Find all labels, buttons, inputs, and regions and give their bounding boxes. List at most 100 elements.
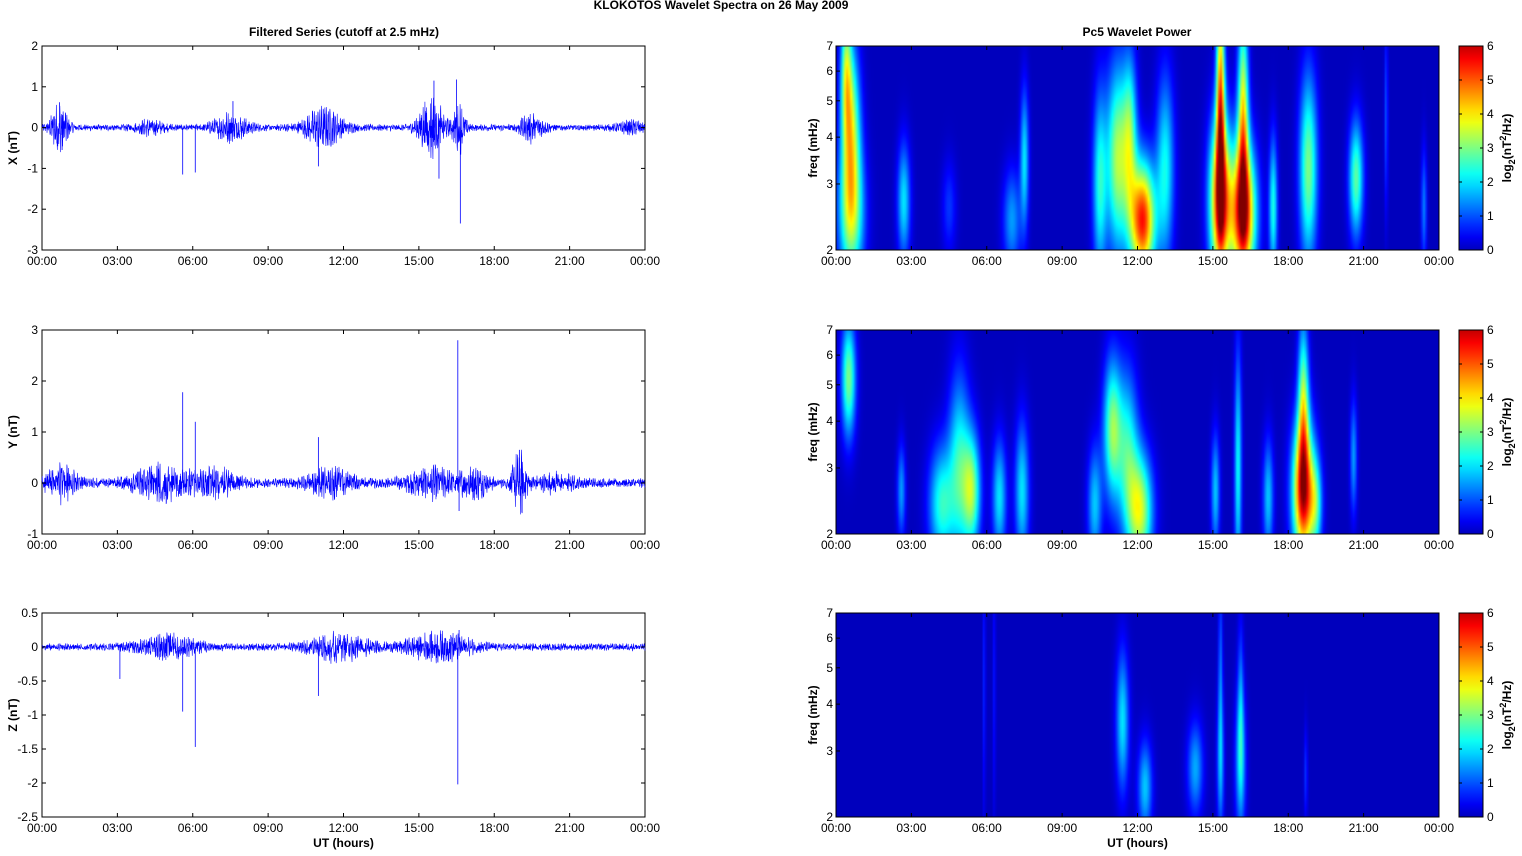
series-xtick-label: 12:00 [328,538,358,552]
colorbar-tick-label: 5 [1487,357,1494,371]
wavelet-ytick-label: 5 [826,378,833,392]
wavelet-power-image [836,613,1439,817]
series-ytick-label: 3 [31,323,38,337]
colorbar-tick-label: 4 [1487,107,1494,121]
wavelet-ylabel: freq (mHz) [806,402,820,461]
colorbar-label: log2(nT2/Hz) [1498,681,1517,750]
series-ytick-label: -2 [27,776,38,790]
series-ytick-label: 2 [31,374,38,388]
wavelet-xtick-label: 03:00 [896,821,926,835]
colorbar-tick-label: 2 [1487,459,1494,473]
wavelet-xtick-label: 18:00 [1273,538,1303,552]
series-ytick-label: -2.5 [17,810,38,824]
wavelet-xtick-label: 21:00 [1349,821,1379,835]
wavelet-xtick-label: 03:00 [896,538,926,552]
wavelet-ytick-label: 2 [826,243,833,257]
colorbar-tick-label: 2 [1487,742,1494,756]
series-xtick-label: 03:00 [102,254,132,268]
wavelet-ytick-label: 2 [826,810,833,824]
series-xtick-label: 12:00 [328,254,358,268]
series-xtick-label: 21:00 [555,538,585,552]
wavelet-ytick-label: 4 [826,414,833,428]
wavelet-ytick-label: 3 [826,744,833,758]
colorbar-tick-label: 6 [1487,39,1494,53]
wavelet-ytick-label: 3 [826,461,833,475]
wavelet-ytick-label: 6 [826,348,833,362]
series-panel-y: 3 2 1 0 -1 Y (nT) 00:00 03:00 06:00 09:00 12:00 15:… [6,323,660,552]
series-ytick-label: -1 [27,708,38,722]
series-xtick-label: 00:00 [27,821,57,835]
wavelet-xtick-label: 18:00 [1273,821,1303,835]
series-ytick-label: -0.5 [17,674,38,688]
wavelet-xtick-label: 12:00 [1122,538,1152,552]
colorbar-tick-label: 3 [1487,141,1494,155]
series-xtick-label: 03:00 [102,538,132,552]
series-xtick-label: 00:00 [630,538,660,552]
colorbar-tick-label: 3 [1487,708,1494,722]
series-xtick-label: 00:00 [27,538,57,552]
series-xlabel: UT (hours) [313,836,374,850]
series-xtick-label: 18:00 [479,538,509,552]
series-xtick-label: 09:00 [253,821,283,835]
series-xtick-label: 00:00 [630,821,660,835]
series-xtick-label: 15:00 [404,254,434,268]
wavelet-power-image [836,330,1439,534]
wavelet-ytick-label: 3 [826,177,833,191]
colorbar-tick-label: 1 [1487,493,1494,507]
wavelet-xtick-label: 00:00 [1424,538,1454,552]
wavelet-ylabel: freq (mHz) [806,685,820,744]
series-xtick-label: 06:00 [178,254,208,268]
series-xtick-label: 00:00 [630,254,660,268]
series-xtick-label: 03:00 [102,821,132,835]
colorbar-tick-label: 3 [1487,425,1494,439]
wavelet-xtick-label: 00:00 [821,254,851,268]
wavelet-xtick-label: 21:00 [1349,254,1379,268]
series-xtick-label: 15:00 [404,821,434,835]
colorbar-tick-label: 5 [1487,640,1494,654]
series-xtick-label: 18:00 [479,254,509,268]
series-xtick-label: 15:00 [404,538,434,552]
series-ytick-label: 2 [31,39,38,53]
series-ytick-label: 0.5 [21,606,38,620]
colorbar-tick-label: 2 [1487,175,1494,189]
wavelet-xtick-label: 00:00 [1424,254,1454,268]
colorbar-tick-label: 0 [1487,527,1494,541]
wavelet-ytick-label: 4 [826,130,833,144]
series-xtick-label: 06:00 [178,538,208,552]
wavelet-xtick-label: 15:00 [1198,821,1228,835]
series-ylabel: X (nT) [6,131,20,165]
figure-title: KLOKOTOS Wavelet Spectra on 26 May 2009 [594,0,849,12]
series-xtick-label: 00:00 [27,254,57,268]
wavelet-panel-x: 7 6 5 4 3 2 freq (mHz) 00:00 03:00 06:00 09:00 12:0… [806,39,1517,268]
colorbar-label: log2(nT2/Hz) [1498,398,1517,467]
wavelet-xtick-label: 12:00 [1122,254,1152,268]
wavelet-xtick-label: 18:00 [1273,254,1303,268]
series-ytick-label: -1 [27,527,38,541]
colorbar-label: log2(nT2/Hz) [1498,114,1517,183]
colorbar-tick-label: 5 [1487,73,1494,87]
colorbar-tick-label: 6 [1487,323,1494,337]
series-xtick-label: 21:00 [555,821,585,835]
wavelet-ytick-label: 5 [826,94,833,108]
wavelet-xtick-label: 00:00 [821,821,851,835]
wavelet-xtick-label: 21:00 [1349,538,1379,552]
series-ytick-label: -1.5 [17,742,38,756]
panels: 2 1 0 -1 -2 -3 X (nT) 00:00 03:00 06:00 09:00 12:00… [6,39,1517,850]
wavelet-ytick-label: 7 [826,606,833,620]
wavelet-xtick-label: 00:00 [821,538,851,552]
colorbar-tick-label: 1 [1487,209,1494,223]
colorbar-tick-label: 4 [1487,674,1494,688]
wavelet-xtick-label: 12:00 [1122,821,1152,835]
series-xtick-label: 09:00 [253,538,283,552]
series-axes-box [41,329,646,535]
series-ytick-label: 0 [31,640,38,654]
wavelet-xtick-label: 03:00 [896,254,926,268]
right-column-title: Pc5 Wavelet Power [1083,25,1192,39]
colorbar-tick-label: 4 [1487,391,1494,405]
wavelet-xtick-label: 06:00 [972,254,1002,268]
colorbar-tick-label: 0 [1487,243,1494,257]
series-panel-z: 0.5 0 -0.5 -1 -1.5 -2 -2.5 Z (nT) 00:00 03:00 06:0… [6,606,660,850]
colorbar-tick-label: 1 [1487,776,1494,790]
